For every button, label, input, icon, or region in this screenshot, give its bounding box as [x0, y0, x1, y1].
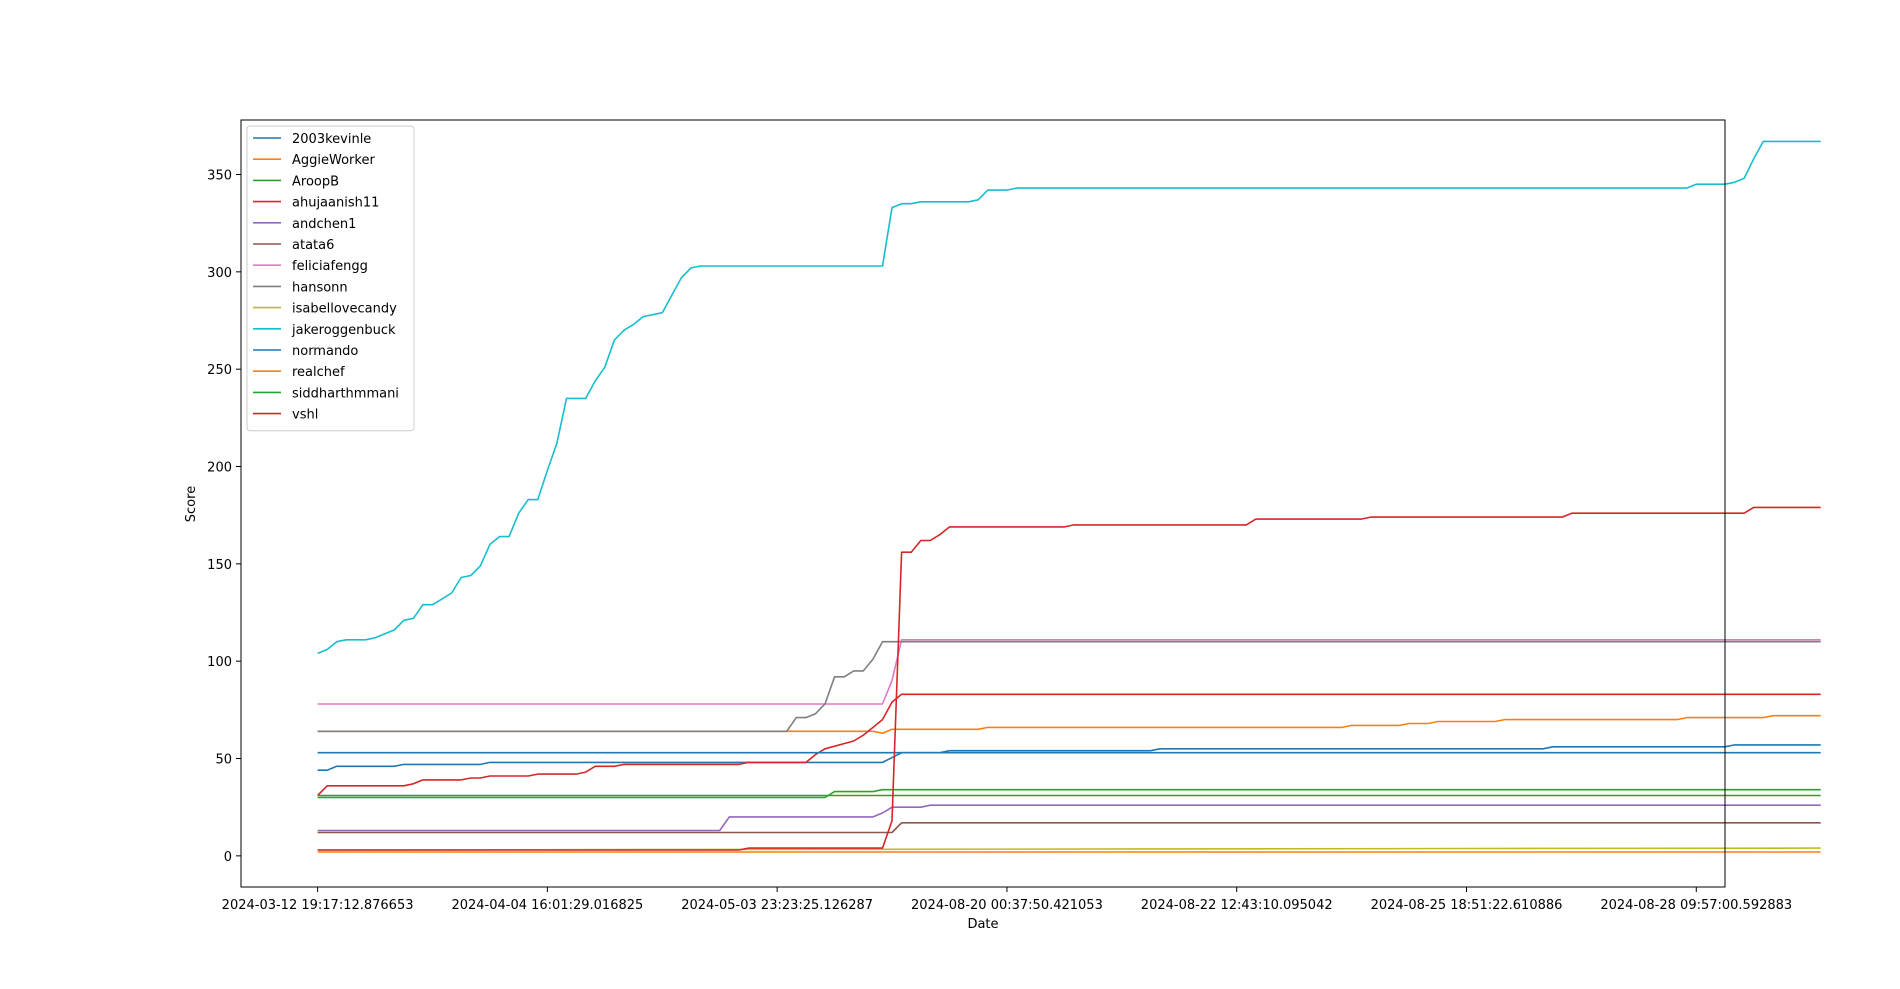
y-tick-label: 300 [207, 266, 232, 281]
legend-label-2003kevinle: 2003kevinle [292, 132, 371, 147]
y-tick-label: 200 [207, 461, 232, 476]
y-axis: 0 50 100 150 200 250 300 350 [207, 169, 241, 865]
legend-label-vshl: vshl [292, 408, 318, 423]
series-line-vshl [317, 506, 1821, 851]
legend-label-atata6: atata6 [292, 238, 334, 253]
legend-label-andchen1: andchen1 [292, 217, 356, 232]
x-axis-label: Date [967, 917, 998, 932]
series-line-AggieWorker [317, 714, 1821, 735]
series-line-jakeroggenbuck [317, 140, 1821, 655]
y-tick-label: 150 [207, 558, 232, 573]
legend-label-AroopB: AroopB [292, 174, 339, 189]
series-layer [317, 140, 1821, 853]
x-tick-label: 2024-08-22 12:43:10.095042 [1141, 898, 1333, 913]
legend-label-ahujaanish11: ahujaanish11 [292, 196, 379, 211]
y-tick-label: 350 [207, 169, 232, 184]
legend: 2003kevinle AggieWorker AroopB ahujaanish11… [246, 125, 415, 432]
x-tick-label: 2024-03-12 19:17:12.876653 [222, 898, 414, 913]
series-line-feliciafengg [317, 638, 1821, 705]
x-tick-label: 2024-08-20 00:37:50.421053 [911, 898, 1103, 913]
legend-label-hansonn: hansonn [292, 280, 348, 295]
y-axis-label: Score [184, 486, 199, 522]
y-tick-label: 250 [207, 363, 232, 378]
legend-label-isabellovecandy: isabellovecandy [292, 302, 397, 317]
legend-label-normando: normando [292, 344, 358, 359]
y-tick-label: 0 [224, 850, 232, 865]
series-line-ahujaanish11 [317, 693, 1821, 797]
x-tick-label: 2024-08-25 18:51:22.610886 [1371, 898, 1563, 913]
legend-label-jakeroggenbuck: jakeroggenbuck [291, 323, 396, 338]
x-tick-label: 2024-04-04 16:01:29.016825 [451, 898, 643, 913]
legend-label-feliciafengg: feliciafengg [292, 259, 368, 274]
x-axis: 2024-03-12 19:17:12.876653 2024-04-04 16:… [222, 887, 1792, 913]
y-tick-label: 100 [207, 655, 232, 670]
series-line-andchen1 [317, 804, 1821, 832]
legend-box [246, 125, 415, 432]
series-line-atata6 [317, 821, 1821, 834]
legend-label-realchef: realchef [292, 365, 345, 380]
legend-label-siddharthmmani: siddharthmmani [292, 386, 399, 401]
plot-area-frame [240, 119, 1726, 888]
x-tick-label: 2024-05-03 23:23:25.126287 [681, 898, 873, 913]
series-line-hansonn [317, 640, 1821, 733]
legend-label-AggieWorker: AggieWorker [292, 153, 375, 168]
series-line-AroopB [317, 788, 1821, 799]
y-tick-label: 50 [215, 753, 232, 768]
x-tick-label: 2024-08-28 09:57:00.592883 [1600, 898, 1792, 913]
